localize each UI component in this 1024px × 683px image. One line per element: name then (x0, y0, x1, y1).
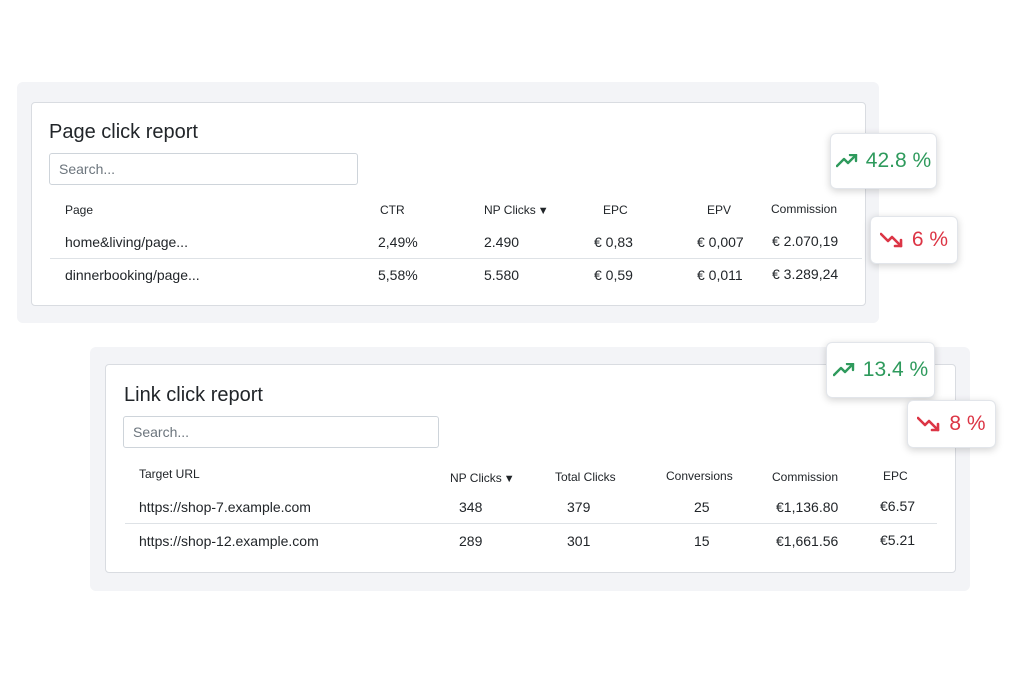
col-header-conversions[interactable]: Conversions (666, 469, 733, 483)
col-header-epc[interactable]: EPC (883, 469, 908, 483)
page-click-report-card: Page click report Page CTR NP Clicks▼ EP… (31, 102, 866, 306)
page-trend-up-badge: 42.8 % (830, 133, 937, 189)
trending-down-icon (917, 416, 940, 432)
col-header-commission[interactable]: Commission (771, 202, 838, 216)
link-report-search-input[interactable] (123, 416, 439, 448)
col-header-commission[interactable]: Commission (772, 470, 839, 484)
page-report-search-input[interactable] (49, 153, 358, 185)
cell-np-clicks: 2.490 (484, 234, 520, 250)
cell-np-clicks: 348 (459, 499, 483, 515)
cell-epv: € 0,011 (697, 267, 743, 283)
cell-page: dinnerbooking/page... (65, 267, 200, 283)
trending-up-icon (832, 363, 854, 377)
cell-epc: €6.57 (880, 498, 916, 514)
col-header-page[interactable]: Page (65, 203, 94, 217)
link-click-report-card: Link click report Target URL NP Clicks▼ … (105, 364, 956, 573)
col-header-epv[interactable]: EPV (707, 203, 732, 217)
cell-ctr: 2,49% (378, 234, 418, 250)
col-header-np-clicks-label: NP Clicks (484, 203, 536, 217)
cell-target-url: https://shop-7.example.com (139, 499, 311, 515)
sort-desc-icon: ▼ (503, 473, 515, 485)
cell-np-clicks: 289 (459, 533, 483, 549)
link-trend-up-badge: 13.4 % (826, 342, 935, 398)
link-trend-up-value: 13.4 % (862, 358, 929, 381)
page-trend-down-badge: 6 % (870, 216, 958, 264)
page-report-title: Page click report (49, 121, 198, 143)
col-header-np-clicks-label: NP Clicks (450, 471, 502, 485)
link-trend-down-value: 8 % (949, 412, 986, 435)
cell-epv: € 0,007 (697, 234, 744, 250)
col-header-target-url[interactable]: Target URL (139, 467, 200, 481)
page-trend-up-value: 42.8 % (865, 149, 932, 172)
col-header-ctr[interactable]: CTR (380, 203, 405, 217)
cell-target-url: https://shop-12.example.com (139, 533, 319, 549)
col-header-epc[interactable]: EPC (603, 203, 628, 217)
trending-up-icon (835, 154, 857, 168)
col-header-np-clicks[interactable]: NP Clicks ▼ (450, 471, 515, 485)
row-divider (125, 523, 937, 524)
page-trend-down-value: 6 % (911, 228, 949, 251)
cell-total-clicks: 379 (567, 499, 591, 515)
link-trend-down-badge: 8 % (907, 400, 996, 448)
cell-np-clicks: 5.580 (484, 267, 520, 283)
row-divider (50, 258, 862, 259)
link-report-title: Link click report (124, 384, 263, 406)
col-header-np-clicks[interactable]: NP Clicks ▼ (484, 203, 549, 217)
cell-ctr: 5,58% (378, 267, 418, 283)
cell-epc: € 0,59 (594, 267, 633, 283)
cell-epc: €5.21 (880, 532, 916, 548)
cell-conversions: 15 (694, 533, 710, 549)
cell-conversions: 25 (694, 499, 710, 515)
col-header-total-clicks[interactable]: Total Clicks (555, 470, 616, 484)
trending-down-icon (879, 232, 903, 248)
cell-epc: € 0,83 (594, 234, 633, 250)
cell-commission: € 3.289,24 (772, 266, 839, 282)
cell-total-clicks: 301 (567, 533, 591, 549)
cell-commission: €1,661.56 (776, 533, 839, 549)
cell-commission: € 2.070,19 (772, 233, 839, 249)
cell-commission: €1,136.80 (776, 499, 839, 515)
cell-page: home&living/page... (65, 234, 188, 250)
sort-desc-icon: ▼ (537, 205, 549, 217)
